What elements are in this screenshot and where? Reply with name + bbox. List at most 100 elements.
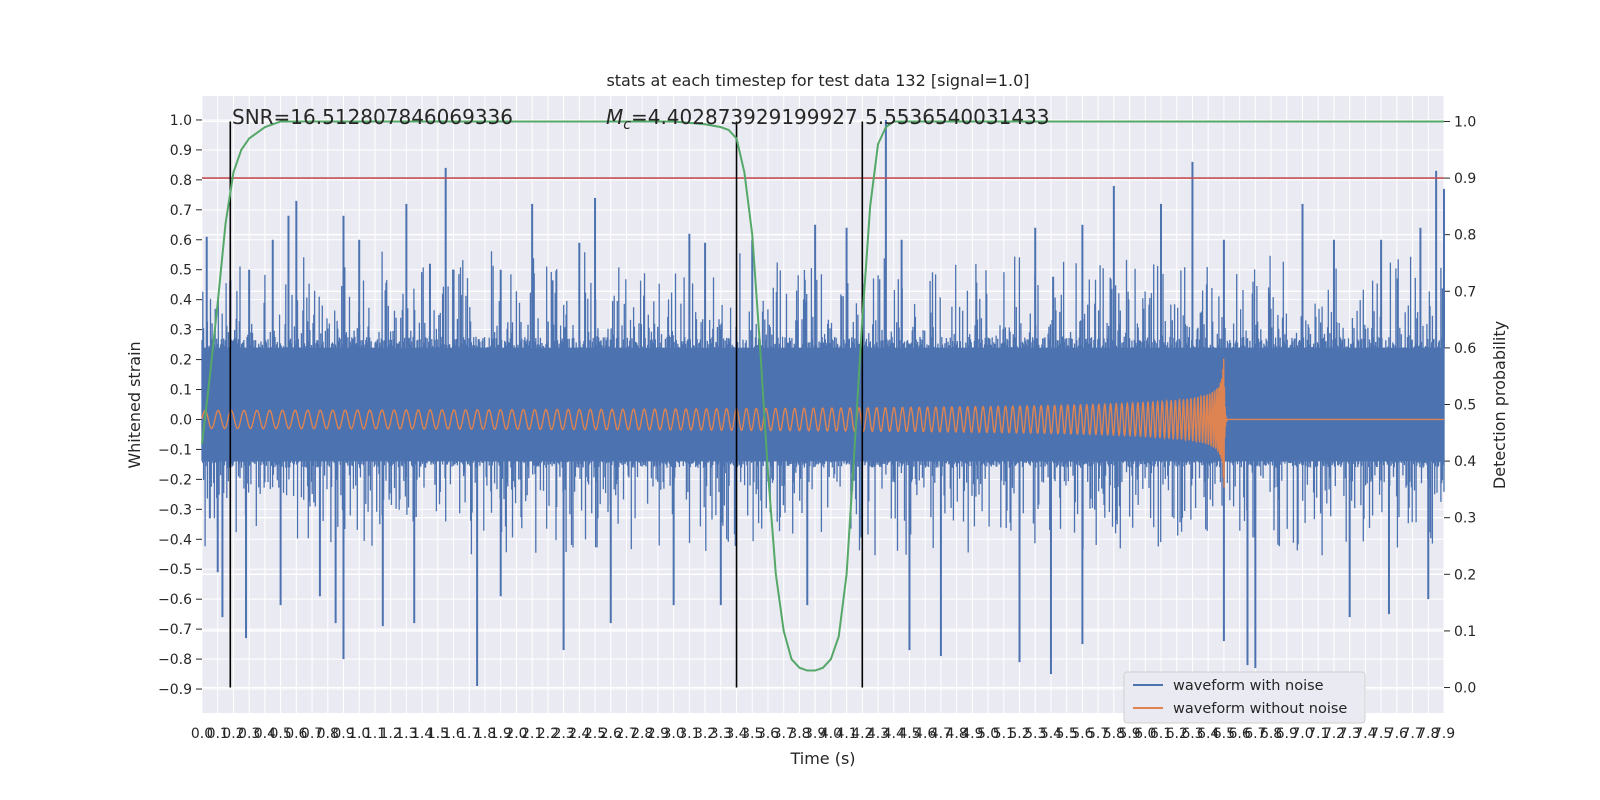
x-tick-label: 7.9	[1433, 726, 1455, 742]
x-tick-label: 3.5	[741, 726, 763, 742]
x-tick-label: 6.5	[1213, 726, 1235, 742]
legend-label-clean: waveform without noise	[1173, 701, 1347, 717]
y2-tick-label: 0.7	[1454, 284, 1476, 300]
y-tick-label: 0.3	[170, 323, 192, 339]
x-tick-label: 3.0	[663, 726, 685, 742]
x-tick-label: 3.1	[678, 726, 700, 742]
x-tick-label: 1.2	[380, 726, 402, 742]
y2-tick-label: 0.3	[1454, 511, 1476, 527]
legend-label-noise: waveform with noise	[1173, 678, 1324, 694]
y-tick-label: 0.7	[170, 203, 192, 219]
x-tick-label: 2.4	[568, 726, 590, 742]
x-tick-label: 2.5	[584, 726, 606, 742]
x-tick-label: 2.3	[552, 726, 574, 742]
overlap-annotation: 5.5536540031433	[865, 105, 1050, 129]
y-tick-label: −0.9	[158, 682, 192, 698]
y2-tick-label: 0.0	[1454, 681, 1476, 697]
chirp-mass-symbol: M	[606, 105, 623, 129]
x-tick-label: 0.5	[269, 726, 291, 742]
x-tick-label: 4.1	[835, 726, 857, 742]
chart-title: stats at each timestep for test data 132…	[606, 71, 1029, 90]
x-tick-label: 5.7	[1087, 726, 1109, 742]
x-tick-label: 4.6	[914, 726, 936, 742]
x-tick-label: 7.0	[1291, 726, 1313, 742]
y2-axis-label: Detection probability	[1490, 321, 1509, 489]
x-tick-label: 2.6	[600, 726, 622, 742]
detection-probability-series	[201, 120, 1444, 672]
x-tick-label: 3.6	[757, 726, 779, 742]
y2-tick-label: 0.8	[1454, 228, 1476, 244]
x-tick-label: 6.1	[1150, 726, 1172, 742]
chirp-mass-value: =4.402873929199927	[631, 105, 858, 129]
x-tick-label: 5.0	[977, 726, 999, 742]
y-tick-label: −0.1	[158, 442, 192, 458]
x-tick-label: 3.9	[804, 726, 826, 742]
x-tick-label: 4.2	[851, 726, 873, 742]
y-tick-label: 0.2	[170, 353, 192, 369]
x-tick-label: 5.6	[1071, 726, 1093, 742]
x-tick-label: 6.8	[1260, 726, 1282, 742]
x-tick-label: 3.2	[694, 726, 716, 742]
y-tick-label: −0.7	[158, 622, 192, 638]
x-tick-label: 3.7	[773, 726, 795, 742]
y2-tick-label: 0.9	[1454, 171, 1476, 187]
x-tick-label: 6.9	[1276, 726, 1298, 742]
noise-waveform-core	[202, 347, 1444, 462]
x-tick-label: 0.1	[207, 726, 229, 742]
x-tick-label: 3.8	[788, 726, 810, 742]
x-tick-label: 7.2	[1323, 726, 1345, 742]
x-tick-label: 5.5	[1056, 726, 1078, 742]
y-tick-label: 0.0	[170, 412, 192, 428]
x-tick-label: 4.5	[898, 726, 920, 742]
y-tick-label: 0.6	[170, 233, 192, 249]
detection-probability-line	[201, 120, 1444, 672]
x-tick-label: 1.9	[490, 726, 512, 742]
x-tick-label: 6.3	[1181, 726, 1203, 742]
x-tick-label: 0.9	[332, 726, 354, 742]
x-tick-label: 1.0	[348, 726, 370, 742]
y2-tick-label: 0.6	[1454, 341, 1476, 357]
x-tick-label: 0.0	[191, 726, 213, 742]
x-tick-label: 3.3	[710, 726, 732, 742]
y-tick-label: 0.4	[170, 293, 192, 309]
x-tick-label: 1.3	[395, 726, 417, 742]
x-tick-label: 5.9	[1118, 726, 1140, 742]
y2-tick-label: 0.5	[1454, 398, 1476, 414]
x-tick-label: 1.6	[442, 726, 464, 742]
x-tick-label: 2.0	[505, 726, 527, 742]
x-tick-label: 7.5	[1370, 726, 1392, 742]
x-tick-label: 0.8	[317, 726, 339, 742]
x-tick-label: 5.4	[1040, 726, 1062, 742]
x-tick-label: 5.3	[1024, 726, 1046, 742]
x-tick-label: 7.6	[1386, 726, 1408, 742]
y2-tick-label: 0.2	[1454, 567, 1476, 583]
x-tick-label: 2.9	[647, 726, 669, 742]
y-tick-label: −0.8	[158, 652, 192, 668]
y-tick-label: −0.2	[158, 472, 192, 488]
legend: waveform with noise waveform without noi…	[1123, 671, 1366, 724]
x-tick-label: 0.6	[285, 726, 307, 742]
x-tick-label: 5.8	[1103, 726, 1125, 742]
marker-lines	[202, 121, 1444, 688]
x-tick-label: 1.8	[474, 726, 496, 742]
clean-waveform-line	[201, 358, 1444, 488]
snr-annotation: SNR=16.512807846069336	[232, 105, 513, 129]
x-tick-label: 0.2	[222, 726, 244, 742]
y2-tick-label: 1.0	[1454, 114, 1476, 130]
x-tick-label: 0.4	[254, 726, 276, 742]
x-tick-label: 4.3	[867, 726, 889, 742]
x-tick-label: 1.1	[364, 726, 386, 742]
x-tick-label: 0.7	[301, 726, 323, 742]
y2-tick-label: 0.1	[1454, 624, 1476, 640]
x-tick-label: 2.2	[537, 726, 559, 742]
chirp-mass-annotation: Mc=4.402873929199927	[606, 105, 858, 133]
x-tick-label: 1.7	[458, 726, 480, 742]
legend-box	[1123, 671, 1366, 724]
y-tick-label: −0.3	[158, 502, 192, 518]
x-tick-label: 7.1	[1307, 726, 1329, 742]
y-tick-label: −0.4	[158, 532, 192, 548]
x-tick-label: 1.5	[427, 726, 449, 742]
clean-waveform-series	[201, 358, 1444, 488]
x-tick-label: 6.7	[1244, 726, 1266, 742]
